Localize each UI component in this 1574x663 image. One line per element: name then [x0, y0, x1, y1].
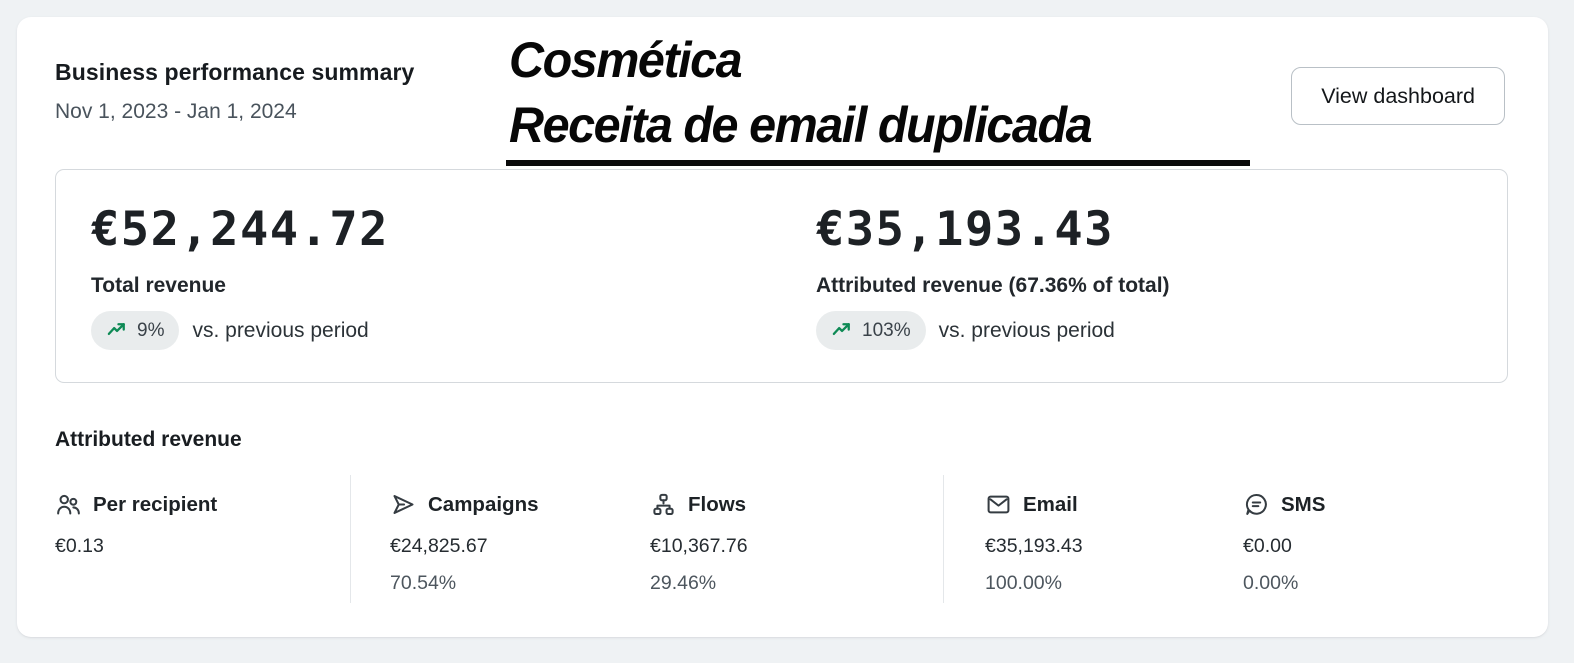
column-divider	[943, 475, 944, 603]
total-revenue-change-badge: 9%	[91, 311, 180, 350]
stat-label: Per recipient	[93, 492, 218, 516]
date-range: Nov 1, 2023 - Jan 1, 2024	[55, 100, 297, 123]
attributed-revenue-section-title: Attributed revenue	[55, 428, 242, 451]
stat-value: €0.00	[1243, 535, 1292, 557]
stat-percent: 0.00%	[1243, 572, 1299, 594]
stat-percent: 100.00%	[985, 572, 1062, 594]
stat-percent: 70.54%	[390, 572, 457, 594]
stat-label: SMS	[1281, 492, 1326, 516]
attributed-revenue-label: Attributed revenue (67.36% of total)	[816, 274, 1170, 297]
stat-label: Campaigns	[428, 492, 539, 516]
handwritten-annotation: Cosmética Receita de email duplicada	[509, 28, 1093, 158]
trend-up-icon	[106, 319, 129, 342]
stat-sms: SMS €0.00 0.00%	[1243, 491, 1325, 595]
view-dashboard-button[interactable]: View dashboard	[1291, 67, 1505, 125]
attributed-revenue-compare: vs. previous period	[938, 318, 1115, 342]
attributed-revenue-change: 103%	[862, 319, 911, 341]
trend-up-icon	[831, 319, 854, 342]
stat-value: €10,367.76	[650, 535, 748, 557]
attributed-revenue-change-badge: 103%	[816, 311, 926, 350]
summary-card: Business performance summary Nov 1, 2023…	[17, 17, 1548, 637]
annotation-line-1: Cosmética	[509, 32, 743, 88]
stat-label: Email	[1023, 492, 1078, 516]
annotation-underline	[506, 160, 1250, 166]
attributed-revenue-metric: €35,193.43 Attributed revenue (67.36% of…	[816, 202, 1170, 350]
column-divider	[350, 475, 351, 603]
metrics-panel: €52,244.72 Total revenue 9% vs. previous…	[55, 169, 1508, 383]
stat-email: Email €35,193.43 100.00%	[985, 491, 1083, 595]
stat-value: €0.13	[55, 535, 104, 557]
stat-per-recipient: Per recipient €0.13	[55, 491, 217, 572]
page-title: Business performance summary	[55, 59, 415, 85]
send-icon	[390, 491, 417, 518]
sms-icon	[1243, 491, 1270, 518]
stat-value: €24,825.67	[390, 535, 488, 557]
flow-icon	[650, 491, 677, 518]
attributed-revenue-value: €35,193.43	[816, 202, 1114, 257]
stat-percent: 29.46%	[650, 572, 717, 594]
total-revenue-value: €52,244.72	[91, 202, 389, 257]
stat-label: Flows	[688, 492, 747, 516]
people-icon	[55, 491, 82, 518]
email-icon	[985, 491, 1012, 518]
total-revenue-label: Total revenue	[91, 274, 226, 297]
stat-value: €35,193.43	[985, 535, 1083, 557]
total-revenue-metric: €52,244.72 Total revenue 9% vs. previous…	[91, 202, 389, 350]
stat-campaigns: Campaigns €24,825.67 70.54%	[390, 491, 539, 595]
total-revenue-change: 9%	[137, 319, 165, 341]
stat-flows: Flows €10,367.76 29.46%	[650, 491, 748, 595]
total-revenue-compare: vs. previous period	[192, 318, 369, 342]
annotation-line-2: Receita de email duplicada	[509, 97, 1093, 153]
